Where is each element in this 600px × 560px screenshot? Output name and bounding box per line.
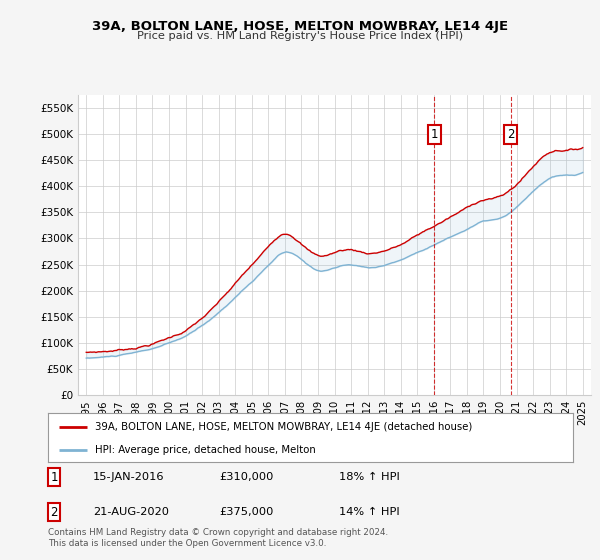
Text: 39A, BOLTON LANE, HOSE, MELTON MOWBRAY, LE14 4JE: 39A, BOLTON LANE, HOSE, MELTON MOWBRAY, …	[92, 20, 508, 32]
Text: £375,000: £375,000	[219, 507, 274, 517]
Text: HPI: Average price, detached house, Melton: HPI: Average price, detached house, Melt…	[95, 445, 316, 455]
Text: 14% ↑ HPI: 14% ↑ HPI	[339, 507, 400, 517]
Text: 1: 1	[431, 128, 438, 141]
Text: 2: 2	[507, 128, 514, 141]
Text: Contains HM Land Registry data © Crown copyright and database right 2024.
This d: Contains HM Land Registry data © Crown c…	[48, 528, 388, 548]
Text: Price paid vs. HM Land Registry's House Price Index (HPI): Price paid vs. HM Land Registry's House …	[137, 31, 463, 41]
Text: 2: 2	[50, 506, 58, 519]
Text: £310,000: £310,000	[219, 472, 274, 482]
Text: 15-JAN-2016: 15-JAN-2016	[93, 472, 164, 482]
Text: 39A, BOLTON LANE, HOSE, MELTON MOWBRAY, LE14 4JE (detached house): 39A, BOLTON LANE, HOSE, MELTON MOWBRAY, …	[95, 422, 473, 432]
Text: 1: 1	[50, 470, 58, 484]
Text: 18% ↑ HPI: 18% ↑ HPI	[339, 472, 400, 482]
Text: 21-AUG-2020: 21-AUG-2020	[93, 507, 169, 517]
